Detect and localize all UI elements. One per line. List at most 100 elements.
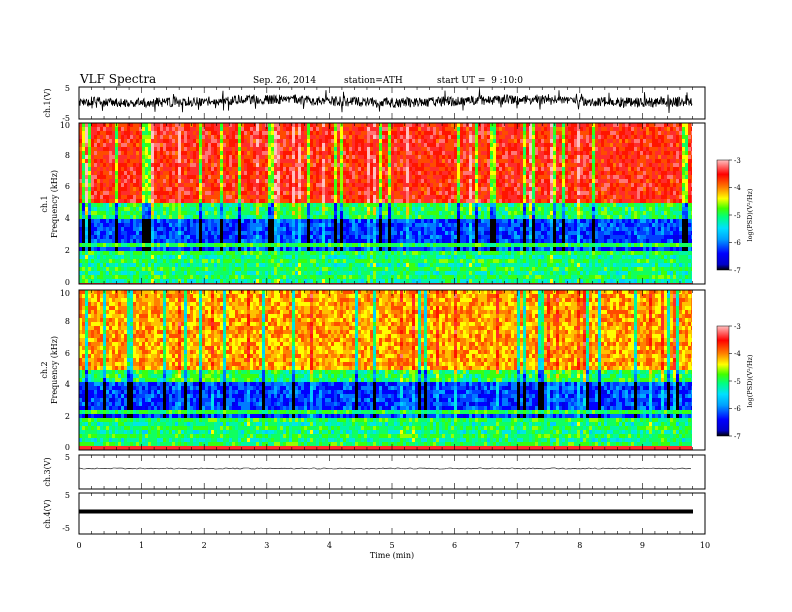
ch1-spec-cell [568,131,571,135]
ch1-spec-cell [85,155,88,159]
ch1-spec-cell [337,215,340,219]
ch1-spec-cell [127,163,133,167]
ch1-spec-cell [445,147,454,151]
ch1-spec-cell [523,191,526,195]
ch1-spec-cell [646,147,649,151]
ch1-spec-cell [466,143,469,147]
ch1-spec-cell [289,199,292,203]
ch1-spec-cell [421,171,424,175]
ch1-spec-cell [601,207,604,211]
ch1-spec-cell [85,227,88,231]
ch1-spec-cell [661,219,664,223]
ch1-spec-cell [517,131,520,135]
ch1-spec-cell [676,151,679,155]
ch1-spec-cell [556,195,559,199]
ch1-spec-cell [565,167,568,171]
ch1-spec-cell [100,219,106,223]
ch1-spec-cell [517,191,520,195]
ch1-spec-cell [502,131,508,135]
ch1-spec-cell [580,223,583,227]
ch1-spec-cell [214,219,220,223]
ch1-spec-cell [568,223,574,227]
ch1-spec-cell [547,163,553,167]
ch1-spec-cell [91,235,94,239]
ch1-spec-cell [343,195,346,199]
ch1-spec-cell [643,179,646,183]
ch1-spec-cell [130,183,133,187]
ch1-spec-cell [436,219,439,223]
ch1-spec-cell [457,183,460,187]
ch1-spec-cell [313,219,319,223]
ch1-spec-cell [154,187,157,191]
ch1-spec-cell [535,207,538,211]
ch1-spec-cell [316,135,319,139]
ch1-spec-cell [118,227,121,231]
ch1-spec-cell [619,203,622,207]
ch1-spec-cell [364,191,370,195]
ch1-spec-cell [127,147,130,151]
ch1-spec-cell [85,139,88,143]
ch1-spec-cell [490,131,493,135]
ch1-spec-cell [646,127,649,131]
ch1-spec-cell [643,195,646,199]
ch1-spec-cell [529,127,532,131]
ch1-spec-cell [691,195,692,199]
ch1-spec-cell [223,135,226,139]
ch1-spec-cell [688,171,691,175]
ch1-spec-cell [169,155,172,159]
ch1-spec-cell [274,227,277,231]
ch1-spec-cell [217,147,220,151]
ch1-spec-cell [541,139,544,143]
ch1-spec-cell [592,215,595,219]
ch1-spec-cell [304,183,307,187]
ch1-spec-cell [574,203,577,207]
ch1-spec-cell [517,207,520,211]
ch1-spec-cell [367,139,370,143]
ch1-spec-cell [283,167,286,171]
ch1-spec-cell [448,199,451,203]
ch1-spec-cell [211,155,214,159]
ch1-spec-cell [256,207,259,211]
ch1-spec-cell [574,167,577,171]
ch1-spec-cell [238,139,241,143]
ch1-spec-cell [409,143,412,147]
ch1-spec-cell [388,191,391,195]
ch1-spec-cell [271,159,274,163]
ch1-spec-cell [349,199,352,203]
ch1-spec-cell [556,151,559,155]
ch1-spec-cell [274,219,277,223]
ch1-spec-cell [145,159,151,163]
ch1-spec-cell [88,199,91,203]
ch1-spec-cell [97,215,100,219]
ch1-spec-cell [229,219,232,223]
ch1-spec-cell [379,159,382,163]
ch1-spec-cell [595,195,598,199]
ch1-spec-cell [328,143,334,147]
ch1-spec-cell [400,167,403,171]
ch1-spec-cell [361,227,367,231]
ch1-spec-cell [256,219,259,223]
ch1-spec-cell [187,215,190,219]
ch1-spec-cell [481,187,487,191]
ch1-spec-cell [208,215,214,219]
ch1-spec-cell [352,155,355,159]
ch1-spec-cell [454,187,457,191]
ch1-spec-cell [346,179,349,183]
ch1-spec-cell [256,163,259,167]
ch1-spec-cell [589,211,592,215]
ch1-spec-cell [295,131,298,135]
ch1-spec-cell [298,227,301,231]
ch1-spec-cell [643,171,646,175]
ch1-spec-cell [265,207,268,211]
ch1-spec-cell [532,215,535,219]
ch1-spec-cell [562,203,565,207]
ch1-spec-cell [673,143,676,147]
ch1-spec-cell [541,167,544,171]
ch1-spec-cell [424,235,430,239]
ch1-spec-cell [649,231,652,235]
ch1-spec-cell [172,147,175,151]
ch1-spec-cell [601,159,604,163]
ch1-spec-cell [166,163,169,167]
ch1-spec-cell [382,223,385,227]
ch1-spec-cell [553,171,556,175]
